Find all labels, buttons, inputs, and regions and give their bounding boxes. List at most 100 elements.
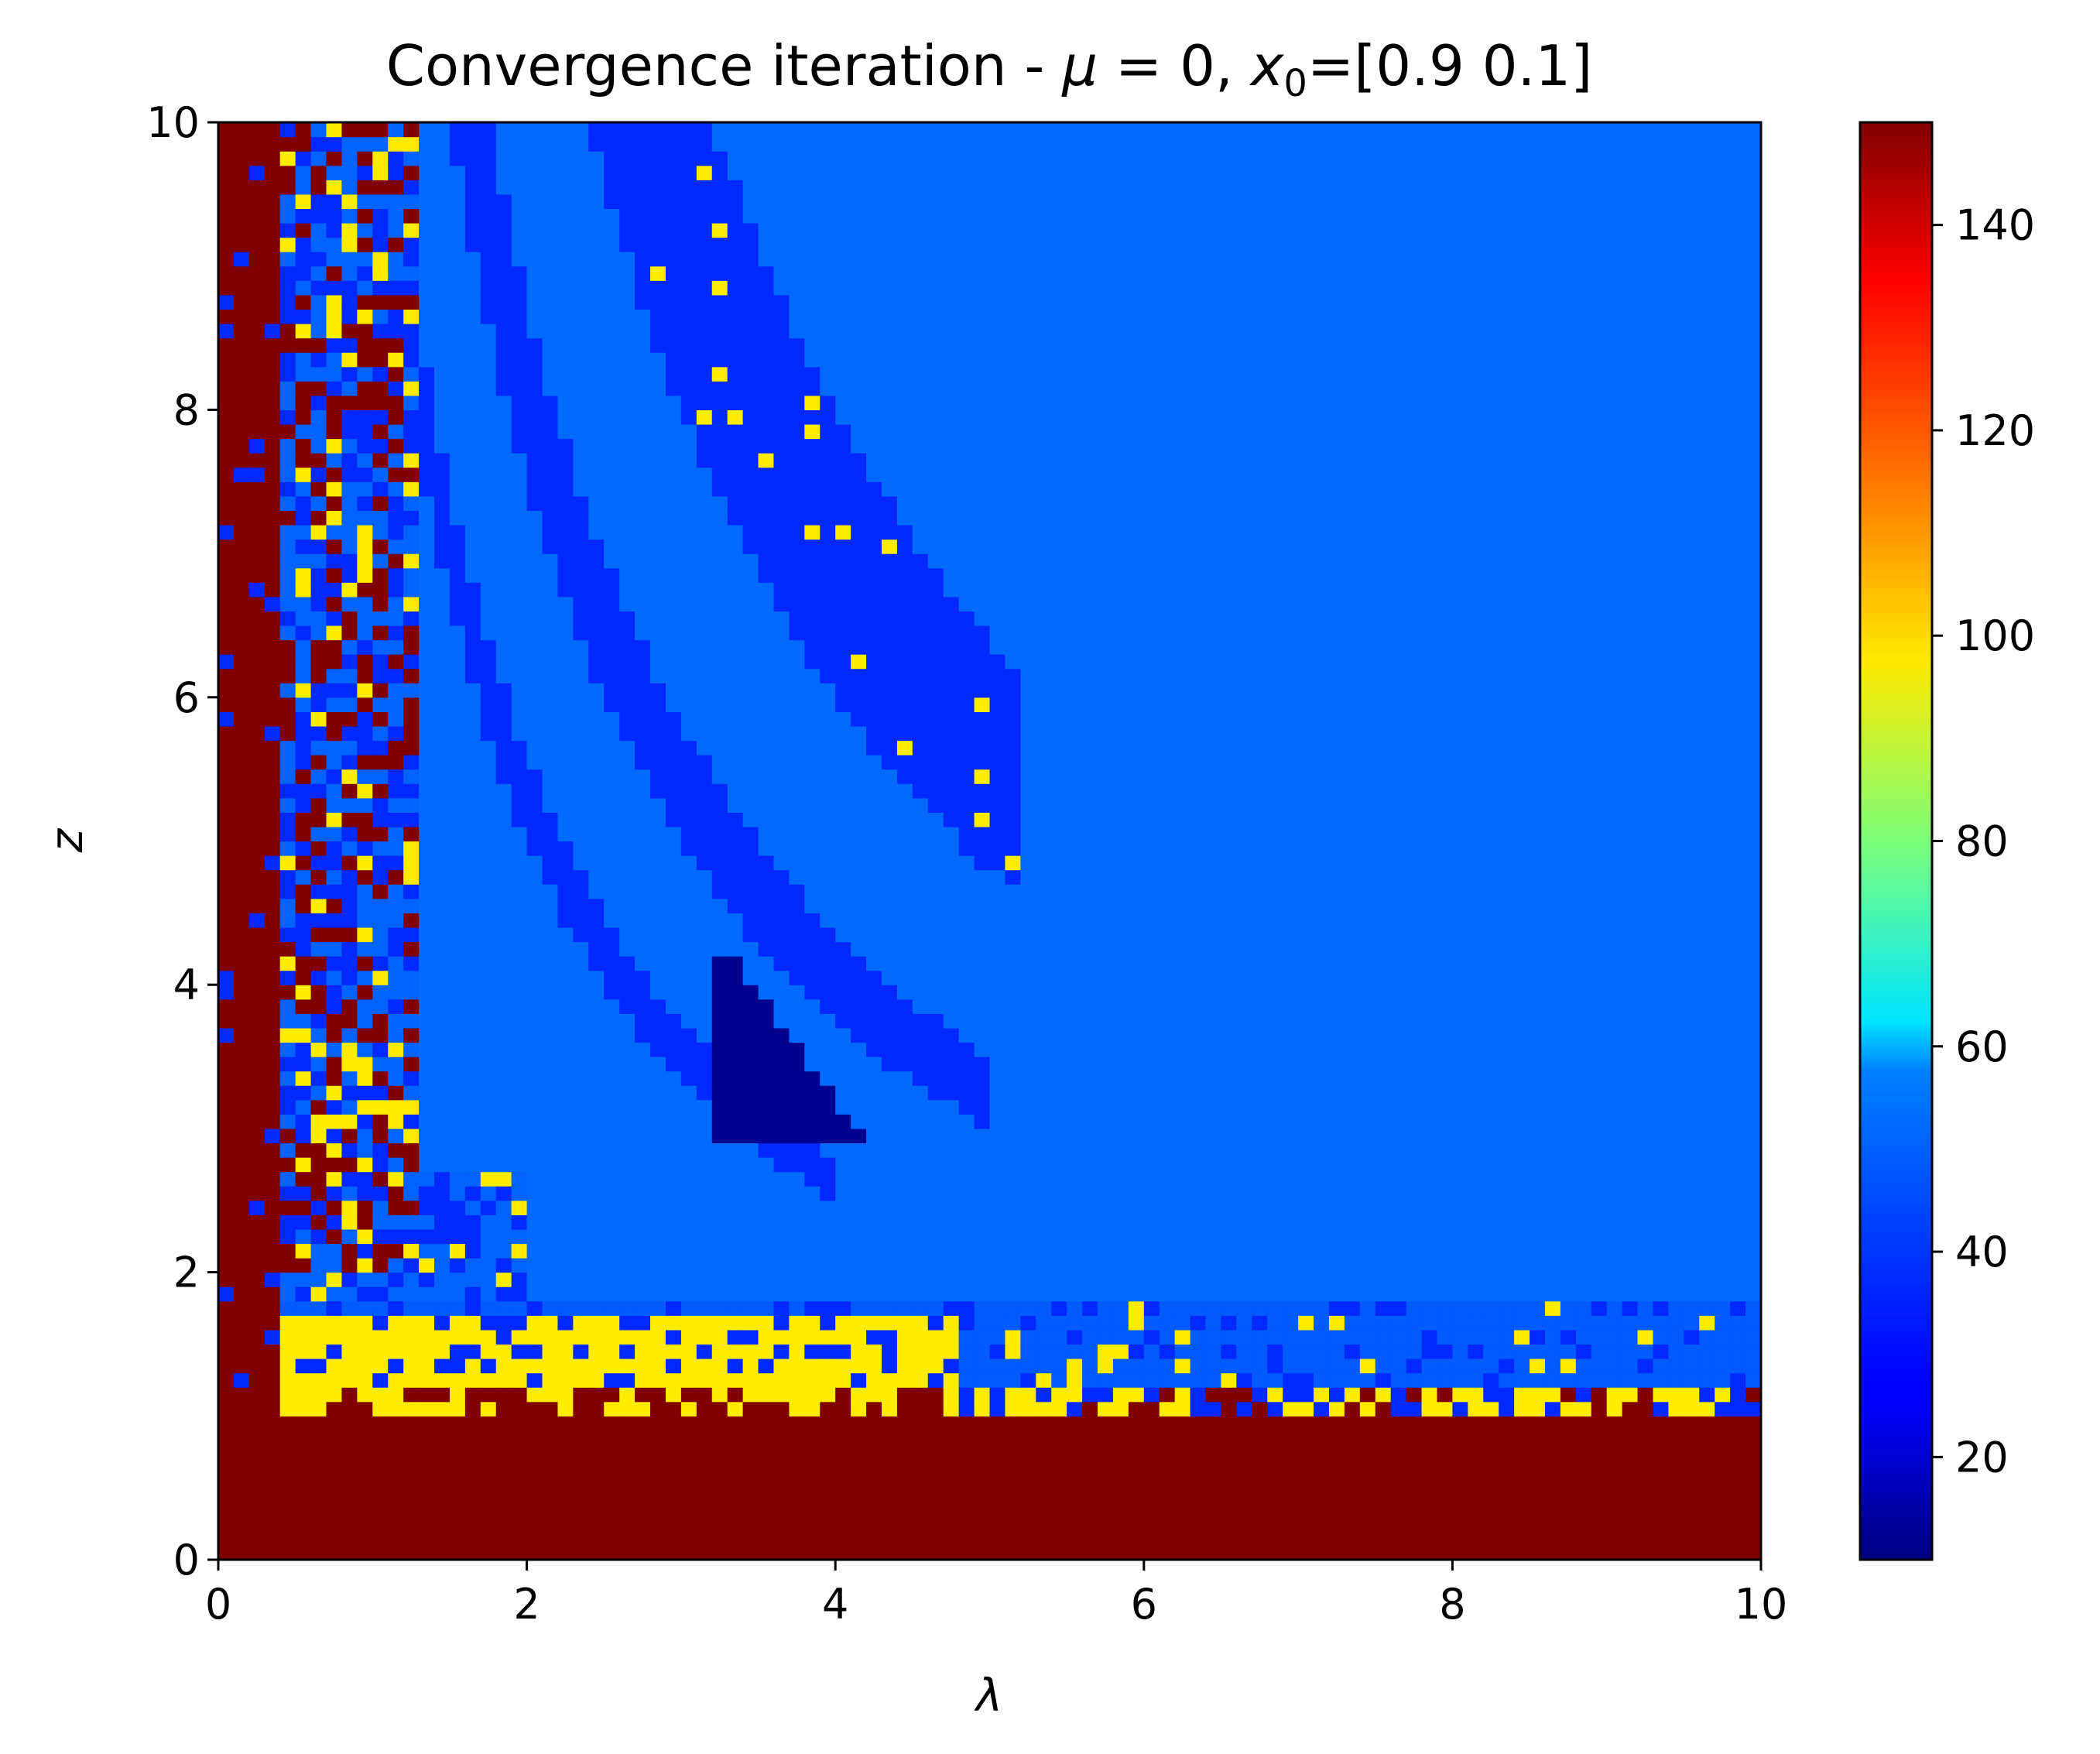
heatmap-cell: [696, 1502, 713, 1517]
heatmap-cell: [881, 481, 898, 497]
heatmap-cell: [974, 683, 991, 698]
heatmap-cell: [665, 1329, 682, 1345]
heatmap-cell: [896, 1516, 913, 1532]
heatmap-cell: [403, 122, 420, 138]
heatmap-cell: [851, 639, 867, 655]
heatmap-cell: [434, 625, 450, 641]
heatmap-cell: [696, 797, 713, 813]
heatmap-cell: [604, 395, 620, 410]
heatmap-cell: [758, 252, 775, 267]
heatmap-cell: [851, 841, 867, 856]
heatmap-cell: [604, 697, 620, 712]
heatmap-cell: [927, 151, 944, 166]
heatmap-cell: [557, 668, 574, 683]
heatmap-cell: [851, 1530, 867, 1547]
heatmap-cell: [310, 999, 327, 1014]
heatmap-cell: [881, 1114, 898, 1129]
heatmap-cell: [526, 740, 543, 755]
heatmap-cell: [650, 683, 666, 698]
heatmap-cell: [927, 524, 944, 540]
heatmap-cell: [896, 913, 913, 928]
heatmap-cell: [711, 1128, 728, 1144]
heatmap-cell: [635, 1387, 651, 1403]
heatmap-cell: [773, 409, 790, 425]
heatmap-cell: [758, 582, 775, 598]
heatmap-cell: [295, 1214, 312, 1230]
heatmap-cell: [742, 265, 759, 281]
heatmap-cell: [233, 668, 250, 683]
heatmap-cell: [974, 309, 991, 324]
heatmap-cell: [295, 309, 312, 324]
heatmap-cell: [943, 1171, 960, 1187]
heatmap-cell: [835, 1042, 851, 1057]
heatmap-cell: [773, 970, 790, 985]
heatmap-cell: [943, 1027, 960, 1043]
heatmap-cell: [696, 539, 713, 554]
heatmap-cell: [881, 524, 898, 540]
heatmap-cell: [357, 222, 373, 238]
heatmap-cell: [388, 1488, 404, 1503]
heatmap-cell: [758, 1502, 775, 1517]
heatmap-cell: [464, 639, 481, 655]
heatmap-cell: [742, 769, 759, 784]
heatmap-cell: [635, 553, 651, 569]
heatmap-cell: [526, 180, 543, 195]
heatmap-cell: [526, 1027, 543, 1043]
heatmap-cell: [820, 453, 836, 468]
heatmap-cell: [341, 280, 358, 296]
heatmap-cell: [449, 956, 466, 971]
heatmap-cell: [218, 1372, 235, 1388]
heatmap-cell: [835, 337, 851, 353]
heatmap-cell: [233, 1401, 250, 1417]
heatmap-cell: [372, 1502, 389, 1517]
heatmap-cell: [650, 252, 666, 267]
heatmap-cell: [372, 1459, 389, 1475]
heatmap-cell: [449, 481, 466, 497]
heatmap-cell: [264, 769, 281, 784]
heatmap-cell: [372, 1128, 389, 1144]
heatmap-cell: [820, 1157, 836, 1173]
heatmap-cell: [526, 395, 543, 410]
heatmap-cell: [588, 639, 605, 655]
heatmap-cell: [866, 136, 882, 152]
heatmap-cell: [388, 927, 404, 943]
heatmap-cell: [650, 625, 666, 641]
heatmap-cell: [526, 1545, 543, 1560]
heatmap-cell: [881, 1200, 898, 1215]
heatmap-cell: [851, 381, 867, 396]
heatmap-cell: [927, 1315, 944, 1331]
heatmap-cell: [881, 237, 898, 252]
heatmap-cell: [419, 1142, 435, 1158]
heatmap-cell: [403, 1416, 420, 1431]
heatmap-cell: [604, 898, 620, 913]
heatmap-cell: [711, 337, 728, 353]
heatmap-cell: [665, 769, 682, 784]
heatmap-cell: [449, 1372, 466, 1388]
heatmap-cell: [665, 252, 682, 267]
heatmap-cell: [680, 1099, 697, 1115]
heatmap-cell: [650, 1530, 666, 1547]
heatmap-cell: [742, 683, 759, 698]
heatmap-cell: [480, 1473, 497, 1489]
heatmap-cell: [820, 237, 836, 252]
heatmap-cell: [742, 438, 759, 454]
heatmap-cell: [495, 1085, 512, 1101]
heatmap-cell: [711, 1315, 728, 1331]
heatmap-cell: [896, 438, 913, 454]
heatmap-cell: [480, 639, 497, 655]
heatmap-cell: [464, 208, 481, 224]
heatmap-cell: [588, 1430, 605, 1446]
heatmap-cell: [218, 1171, 235, 1187]
heatmap-cell: [464, 1473, 481, 1489]
heatmap-cell: [665, 1214, 682, 1230]
heatmap-cell: [403, 222, 420, 238]
heatmap-cell: [310, 1473, 327, 1489]
heatmap-cell: [495, 639, 512, 655]
heatmap-cell: [233, 1545, 250, 1560]
heatmap-cell: [495, 467, 512, 482]
heatmap-cell: [727, 222, 744, 238]
heatmap-cell: [958, 510, 975, 526]
heatmap-cell: [927, 740, 944, 755]
heatmap-cell: [218, 697, 235, 712]
heatmap-cell: [588, 625, 605, 641]
